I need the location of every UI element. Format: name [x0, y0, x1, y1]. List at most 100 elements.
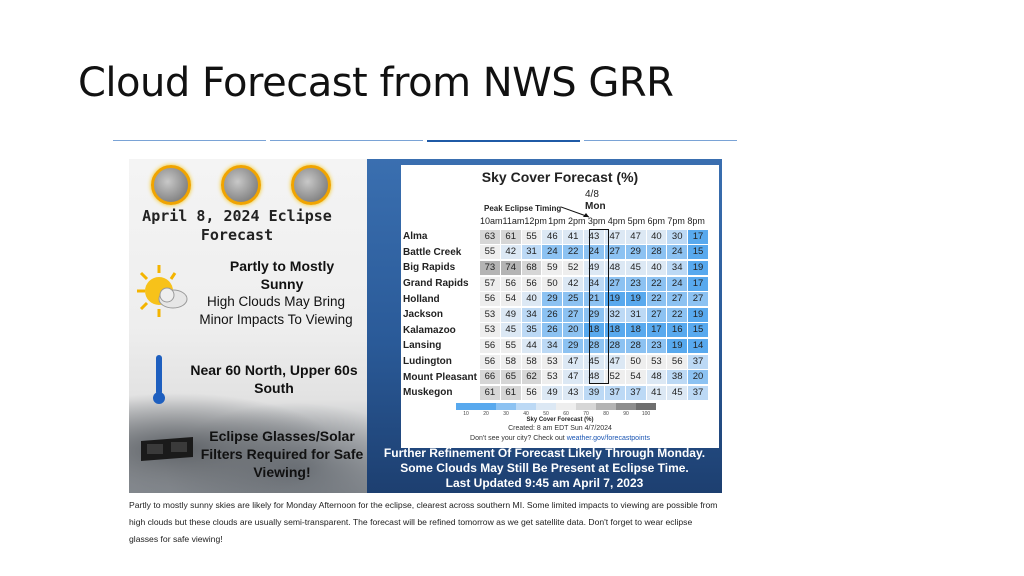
color-scale-segment	[616, 403, 636, 410]
sky-cover-cell: 22	[563, 245, 584, 260]
color-scale-segment	[636, 403, 656, 410]
color-scale-tick: 60	[563, 411, 569, 417]
sky-cover-cell: 53	[542, 370, 563, 385]
sky-cover-cell: 19	[667, 338, 688, 353]
sky-cover-cell: 17	[688, 276, 708, 291]
sky-cover-cell: 74	[500, 260, 521, 275]
color-scale-tick: 70	[583, 411, 589, 417]
sky-cover-cell: 15	[688, 323, 708, 338]
sky-cover-cell: 15	[688, 245, 708, 260]
sky-cover-cell: 52	[604, 370, 625, 385]
hour-label: 7pm	[667, 216, 685, 226]
sky-cover-cell: 44	[521, 338, 542, 353]
city-name: Alma	[403, 231, 428, 243]
sky-cover-cell: 57	[480, 276, 500, 291]
color-scale-segment	[596, 403, 616, 410]
hour-label: 2pm	[567, 216, 586, 226]
banner-line: Last Updated 9:45 am April 7, 2023	[445, 476, 644, 490]
sky-cover-cell: 23	[625, 276, 646, 291]
banner-line: Some Clouds May Still Be Present at Ecli…	[400, 461, 689, 475]
sky-cover-cell: 48	[646, 370, 667, 385]
sky-cover-cell: 65	[500, 370, 521, 385]
table-row: Holland 56 54 40 29 25 21 19 19 22 27 27	[401, 291, 709, 307]
sky-cover-cell: 31	[625, 307, 646, 322]
color-scale-segment	[536, 403, 556, 410]
sky-cover-cell: 28	[604, 338, 625, 353]
sky-cover-cell: 34	[521, 307, 542, 322]
table-row: Ludington 56 58 58 53 47 45 47 50 53 56 37	[401, 354, 709, 370]
sky-cover-cell: 35	[521, 323, 542, 338]
city-name: Kalamazoo	[403, 324, 456, 336]
sky-cover-cell: 29	[542, 292, 563, 307]
table-row: Battle Creek 55 42 31 24 22 24 27 29 28 24 15	[401, 245, 709, 261]
sky-cover-cell: 41	[563, 229, 584, 244]
tab-segment	[113, 140, 266, 141]
hour-label: 12pm	[524, 216, 547, 226]
sky-cover-table: Sky Cover Forecast (%) 4/8 Mon Peak Ecli…	[401, 165, 719, 448]
sky-cover-cell: 22	[667, 307, 688, 322]
sky-cover-cell: 29	[563, 338, 584, 353]
city-name: Mount Pleasant	[403, 371, 477, 383]
sky-cover-cell: 49	[500, 307, 521, 322]
moon-eclipse-icon	[291, 165, 331, 205]
sky-cover-cell: 66	[480, 370, 500, 385]
forecast-points-link[interactable]: weather.gov/forecastpoints	[566, 435, 650, 442]
color-scale-bar	[456, 403, 656, 410]
sky-cover-cell: 52	[563, 260, 584, 275]
thermometer-icon	[153, 355, 165, 404]
sky-cover-cell: 56	[667, 354, 688, 369]
sky-heading: Partly to Mostly Sunny	[229, 258, 335, 292]
table-row: Muskegon 61 61 56 49 43 39 37 37 41 45 37	[401, 385, 709, 401]
sky-cover-cell: 55	[480, 245, 500, 260]
hour-label: 11am	[502, 216, 525, 226]
sky-cover-cell: 40	[646, 229, 667, 244]
sky-cover-cell: 19	[688, 260, 708, 275]
hour-label: 10am	[480, 216, 503, 226]
hour-label: 1pm	[548, 216, 566, 226]
sky-cover-cell: 45	[625, 260, 646, 275]
sky-cover-cell: 24	[667, 276, 688, 291]
sky-cover-cell: 63	[480, 229, 500, 244]
table-row: Lansing 56 55 44 34 29 28 28 28 23 19 14	[401, 338, 709, 354]
tab-segment	[270, 140, 423, 141]
color-scale-tick: 20	[483, 411, 489, 417]
city-name: Big Rapids	[403, 262, 456, 274]
sky-cover-cell: 54	[625, 370, 646, 385]
tree-silhouette	[129, 383, 367, 493]
sky-cover-cell: 29	[625, 245, 646, 260]
sky-cover-cell: 27	[688, 292, 708, 307]
sky-cover-cell: 26	[542, 323, 563, 338]
tab-segment	[584, 140, 737, 141]
sky-cover-cell: 41	[646, 385, 667, 400]
table-row: Mount Pleasant 66 65 62 53 47 48 52 54 48 38 20	[401, 369, 709, 385]
sky-cover-cell: 50	[625, 354, 646, 369]
sky-cover-cell: 32	[604, 307, 625, 322]
sky-cover-cell: 17	[646, 323, 667, 338]
sky-cover-cell: 47	[563, 370, 584, 385]
peak-arrow-icon	[561, 206, 590, 218]
sky-cover-cell: 28	[646, 245, 667, 260]
color-scale-tick: 50	[543, 411, 549, 417]
sky-cover-cell: 24	[667, 245, 688, 260]
sky-cover-cell: 27	[646, 307, 667, 322]
sky-cover-cell: 27	[604, 276, 625, 291]
sky-cover-cell: 53	[646, 354, 667, 369]
sky-cover-cell: 34	[667, 260, 688, 275]
sun-cloud-icon	[137, 265, 188, 317]
sky-cover-cell: 47	[625, 229, 646, 244]
forecast-banner: Further Refinement Of Forecast Likely Th…	[367, 446, 722, 491]
city-name: Holland	[403, 293, 440, 305]
eclipse-forecast-graphic: April 8, 2024 Eclipse Forecast Partly to…	[129, 159, 722, 493]
sky-cover-cell: 43	[563, 385, 584, 400]
moon-eclipse-icon	[151, 165, 191, 205]
slide-caption: Partly to mostly sunny skies are likely …	[129, 500, 718, 544]
sky-cover-cell: 59	[542, 260, 563, 275]
color-scale-segment	[456, 403, 476, 410]
sky-cover-cell: 18	[625, 323, 646, 338]
city-name: Ludington	[403, 356, 452, 368]
peak-eclipse-label: Peak Eclipse Timing	[484, 204, 562, 213]
sky-cover-cell: 47	[604, 354, 625, 369]
sky-cover-cell: 61	[500, 385, 521, 400]
table-body: Alma 63 61 55 46 41 43 47 47 40 30 17 Battle Creek 55…	[401, 229, 709, 401]
city-prompt-text: Don't see your city? Check out	[470, 435, 565, 442]
